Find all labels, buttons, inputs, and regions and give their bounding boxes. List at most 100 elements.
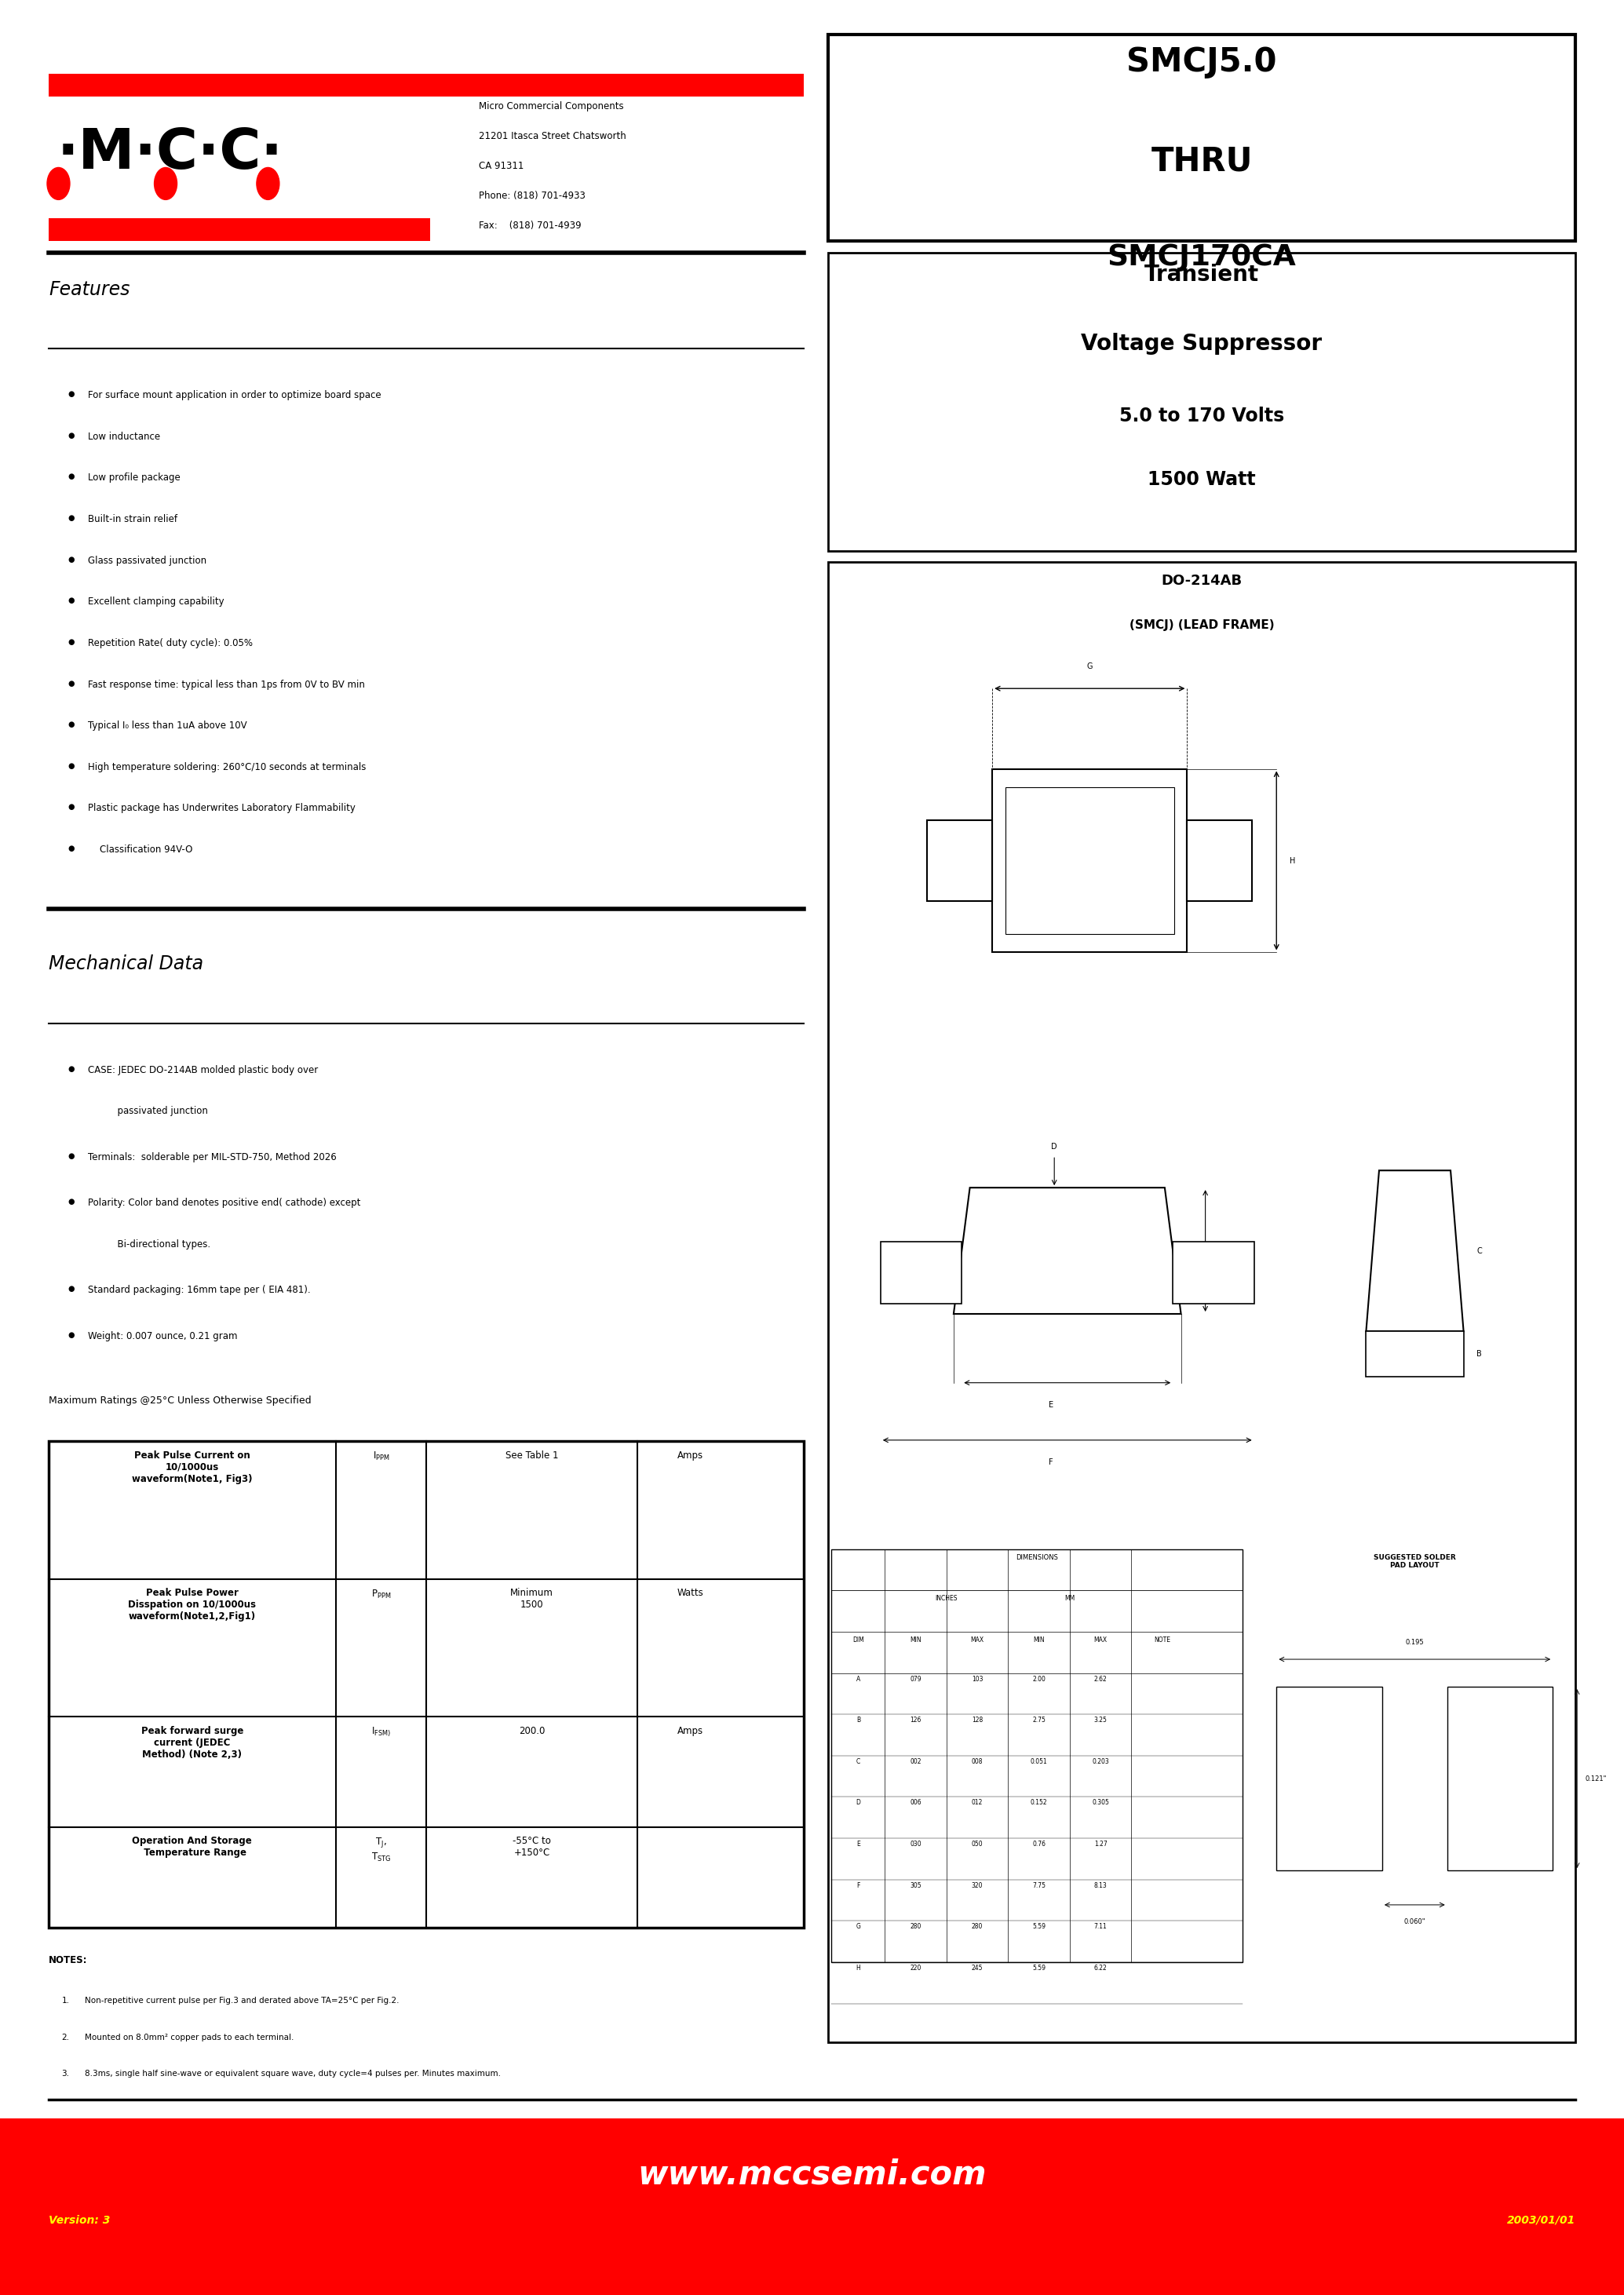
Text: Typical I₀ less than 1uA above 10V: Typical I₀ less than 1uA above 10V xyxy=(88,721,247,730)
Text: ●: ● xyxy=(68,597,75,604)
Text: 126: 126 xyxy=(909,1717,921,1724)
Text: 012: 012 xyxy=(971,1799,983,1806)
Text: Features: Features xyxy=(49,280,130,298)
Text: ●: ● xyxy=(68,762,75,769)
Text: G: G xyxy=(1086,663,1093,670)
Text: 2.: 2. xyxy=(62,2033,70,2040)
Text: D: D xyxy=(856,1799,861,1806)
Text: INCHES: INCHES xyxy=(935,1595,958,1602)
Text: 280: 280 xyxy=(909,1923,921,1930)
Text: P$_\mathrm{PPM}$: P$_\mathrm{PPM}$ xyxy=(370,1588,391,1600)
Text: 220: 220 xyxy=(909,1965,921,1971)
Text: 8.3ms, single half sine-wave or equivalent square wave, duty cycle=4 pulses per.: 8.3ms, single half sine-wave or equivale… xyxy=(84,2070,500,2077)
Text: 1500 Watt: 1500 Watt xyxy=(1148,470,1255,489)
Bar xyxy=(880,1242,961,1304)
Text: CA 91311: CA 91311 xyxy=(479,161,525,170)
Circle shape xyxy=(257,168,279,200)
Bar xyxy=(0,2118,1624,2295)
Text: Low inductance: Low inductance xyxy=(88,431,161,441)
Text: 305: 305 xyxy=(909,1882,921,1889)
Text: Operation And Storage
  Temperature Range: Operation And Storage Temperature Range xyxy=(132,1836,252,1859)
Text: MAX: MAX xyxy=(1095,1636,1108,1643)
Text: Mounted on 8.0mm² copper pads to each terminal.: Mounted on 8.0mm² copper pads to each te… xyxy=(84,2033,294,2040)
Text: E: E xyxy=(856,1841,861,1847)
Text: E: E xyxy=(1049,1400,1054,1409)
Text: Minimum
1500: Minimum 1500 xyxy=(510,1588,554,1611)
Text: 079: 079 xyxy=(909,1675,921,1682)
Circle shape xyxy=(47,168,70,200)
Text: ●: ● xyxy=(68,845,75,851)
Text: Fast response time: typical less than 1ps from 0V to BV min: Fast response time: typical less than 1p… xyxy=(88,679,365,688)
Text: 320: 320 xyxy=(971,1882,983,1889)
Text: 7.11: 7.11 xyxy=(1095,1923,1108,1930)
Text: 2.00: 2.00 xyxy=(1033,1675,1046,1682)
Text: C: C xyxy=(1476,1246,1481,1255)
Text: B: B xyxy=(856,1717,861,1724)
Text: (SMCJ) (LEAD FRAME): (SMCJ) (LEAD FRAME) xyxy=(1129,620,1275,631)
Text: 245: 245 xyxy=(971,1965,983,1971)
Bar xyxy=(1005,787,1174,934)
Text: Peak forward surge
current (JEDEC
Method) (Note 2,3): Peak forward surge current (JEDEC Method… xyxy=(141,1726,244,1760)
Text: NOTES:: NOTES: xyxy=(49,1955,88,1965)
Text: 5.0 to 170 Volts: 5.0 to 170 Volts xyxy=(1119,406,1285,425)
Text: SUGGESTED SOLDER
PAD LAYOUT: SUGGESTED SOLDER PAD LAYOUT xyxy=(1374,1554,1455,1570)
Text: Non-repetitive current pulse per Fig.3 and derated above TA=25°C per Fig.2.: Non-repetitive current pulse per Fig.3 a… xyxy=(84,1997,400,2004)
Text: 0.152: 0.152 xyxy=(1031,1799,1047,1806)
Text: NOTE: NOTE xyxy=(1155,1636,1171,1643)
Text: 1.: 1. xyxy=(62,1997,70,2004)
Text: MM: MM xyxy=(1065,1595,1075,1602)
Text: Maximum Ratings @25°C Unless Otherwise Specified: Maximum Ratings @25°C Unless Otherwise S… xyxy=(49,1395,312,1405)
Text: ●: ● xyxy=(68,1331,75,1338)
Polygon shape xyxy=(1366,1170,1463,1331)
Text: H: H xyxy=(1289,856,1296,865)
Text: Plastic package has Underwrites Laboratory Flammability: Plastic package has Underwrites Laborato… xyxy=(88,803,356,812)
Text: 050: 050 xyxy=(971,1841,983,1847)
Bar xyxy=(828,252,1575,551)
Text: Version: 3: Version: 3 xyxy=(49,2215,110,2226)
Text: passivated junction: passivated junction xyxy=(88,1106,208,1115)
Text: A: A xyxy=(856,1675,861,1682)
Text: Standard packaging: 16mm tape per ( EIA 481).: Standard packaging: 16mm tape per ( EIA … xyxy=(88,1285,310,1294)
Text: A: A xyxy=(1208,1246,1213,1255)
Text: Glass passivated junction: Glass passivated junction xyxy=(88,555,206,565)
Text: See Table 1: See Table 1 xyxy=(505,1450,559,1460)
Text: ·M·C·C·: ·M·C·C· xyxy=(57,126,283,181)
Text: D: D xyxy=(1051,1143,1057,1150)
Text: www.mccsemi.com: www.mccsemi.com xyxy=(638,2157,986,2192)
Text: MIN: MIN xyxy=(909,1636,921,1643)
Text: THRU: THRU xyxy=(1151,145,1252,177)
Text: ●: ● xyxy=(68,1065,75,1072)
Text: Transient: Transient xyxy=(1145,264,1259,287)
Text: 030: 030 xyxy=(909,1841,921,1847)
Text: 8.13: 8.13 xyxy=(1095,1882,1108,1889)
Text: Polarity: Color band denotes positive end( cathode) except: Polarity: Color band denotes positive en… xyxy=(88,1198,361,1207)
Text: 006: 006 xyxy=(909,1799,921,1806)
Text: 200.0: 200.0 xyxy=(520,1726,546,1735)
Text: Weight: 0.007 ounce, 0.21 gram: Weight: 0.007 ounce, 0.21 gram xyxy=(88,1331,237,1340)
Bar xyxy=(927,819,992,900)
Bar xyxy=(828,34,1575,241)
Text: 0.121": 0.121" xyxy=(1585,1774,1606,1783)
Bar xyxy=(1173,1242,1254,1304)
Text: 2003/01/01: 2003/01/01 xyxy=(1507,2215,1575,2226)
Text: ●: ● xyxy=(68,473,75,480)
Text: DIMENSIONS: DIMENSIONS xyxy=(1015,1554,1059,1561)
Polygon shape xyxy=(953,1189,1181,1313)
Text: 2.75: 2.75 xyxy=(1033,1717,1046,1724)
Text: Amps: Amps xyxy=(677,1726,703,1735)
Bar xyxy=(49,1441,804,1928)
Text: ●: ● xyxy=(68,679,75,686)
Bar xyxy=(828,562,1575,2043)
Bar xyxy=(1366,1331,1463,1377)
Text: Peak Pulse Current on
10/1000us
waveform(Note1, Fig3): Peak Pulse Current on 10/1000us waveform… xyxy=(132,1450,252,1485)
Bar xyxy=(49,73,804,96)
Text: 008: 008 xyxy=(971,1758,983,1765)
Text: ●: ● xyxy=(68,638,75,645)
Text: 0.305: 0.305 xyxy=(1091,1799,1109,1806)
Text: Terminals:  solderable per MIL-STD-750, Method 2026: Terminals: solderable per MIL-STD-750, M… xyxy=(88,1152,336,1161)
Text: ●: ● xyxy=(68,721,75,728)
Text: 21201 Itasca Street Chatsworth: 21201 Itasca Street Chatsworth xyxy=(479,131,627,140)
Circle shape xyxy=(154,168,177,200)
Text: High temperature soldering: 260°C/10 seconds at terminals: High temperature soldering: 260°C/10 sec… xyxy=(88,762,365,771)
Text: 5.59: 5.59 xyxy=(1033,1923,1046,1930)
